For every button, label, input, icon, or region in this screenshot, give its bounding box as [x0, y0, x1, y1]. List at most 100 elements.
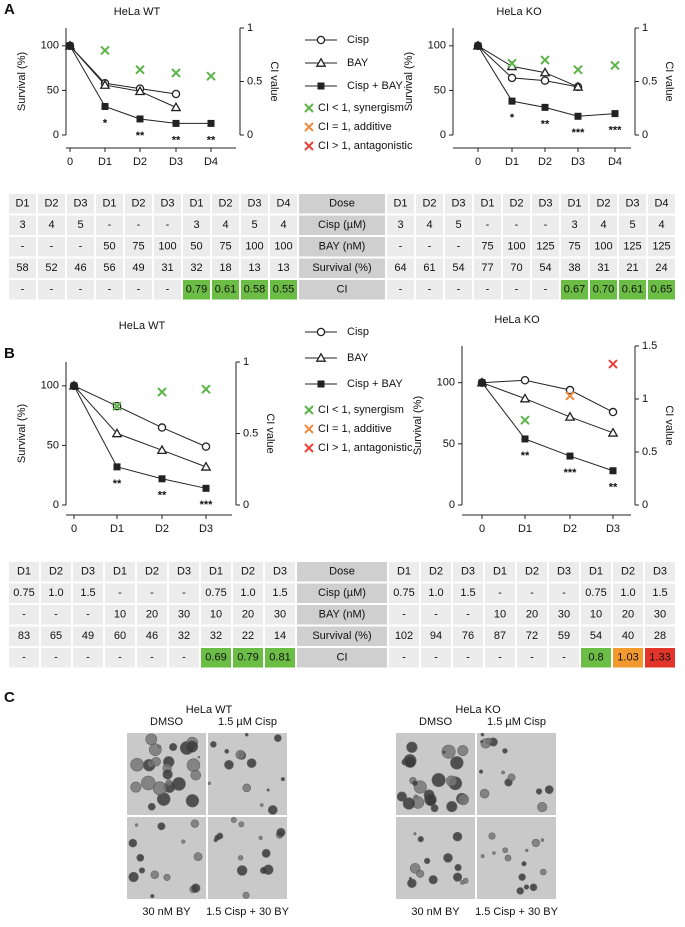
table-cell: [67, 258, 94, 278]
table-cell: [619, 280, 646, 300]
cell-blob: [246, 758, 257, 769]
cell-blob: [172, 777, 186, 791]
table-cell: [590, 258, 617, 278]
cell-blob: [236, 865, 248, 876]
table-cell: [201, 605, 231, 625]
image-label: 1.5 µM Cisp: [218, 716, 277, 728]
table-cell: [67, 215, 94, 235]
table-cell: [613, 605, 643, 625]
table-cell: [517, 583, 547, 603]
ci-legend-label: CI > 1, antagonistic: [318, 442, 413, 454]
table-cell: [154, 237, 181, 257]
series-line: [481, 382, 614, 434]
cell-blob: [407, 878, 417, 888]
x-tick-label: D2: [133, 156, 147, 168]
table-text: D2: [621, 566, 635, 578]
table-cell: [96, 258, 123, 278]
cell-blob: [544, 785, 554, 795]
cell-blob: [165, 779, 173, 786]
significance: **: [541, 118, 550, 130]
table-cell: [125, 215, 152, 235]
x-tick-label: D2: [538, 156, 552, 168]
table-cell: [474, 215, 501, 235]
table-cell: [532, 215, 559, 235]
chart-title: HeLa KO: [494, 314, 540, 326]
table-cell: [549, 583, 579, 603]
table-text: 76: [462, 630, 474, 642]
cell-blob: [224, 759, 234, 770]
table-text: -: [515, 219, 519, 231]
cell-blob: [406, 741, 418, 753]
table-cell: [297, 605, 387, 625]
table-text: D1: [102, 198, 116, 210]
table-cell: [299, 237, 385, 257]
chart-title: HeLa WT: [119, 320, 166, 332]
table-cell: [125, 258, 152, 278]
series-line: [73, 385, 207, 448]
table-cell: [9, 605, 39, 625]
table-cell: [212, 237, 239, 257]
table-cell: [9, 583, 39, 603]
table-cell: [265, 583, 295, 603]
table-text: 59: [558, 630, 570, 642]
y2-tick-label: 0: [243, 499, 249, 511]
significance: **: [113, 478, 122, 490]
series-line: [481, 382, 614, 472]
table-text: 65: [50, 630, 62, 642]
cell-blob: [457, 793, 470, 806]
table-text: Survival (%): [312, 630, 371, 642]
table-text: -: [50, 284, 54, 296]
table-text: 75: [568, 241, 580, 253]
table-cell: [485, 626, 515, 646]
significance: ***: [564, 467, 578, 479]
ci-marker: [540, 55, 550, 65]
table-cell: [561, 280, 588, 300]
cell-blob: [190, 769, 202, 781]
ci-marker: [565, 391, 575, 401]
table-cell: [619, 215, 646, 235]
ci-marker: [206, 71, 216, 81]
table-cell: [445, 258, 472, 278]
table-cell: [645, 605, 675, 625]
significance: **: [136, 130, 145, 142]
cell-blob: [525, 848, 529, 853]
marker: [99, 79, 111, 89]
marker: [202, 484, 210, 492]
table-text: -: [54, 652, 58, 664]
x-tick-label: D3: [571, 156, 585, 168]
table-text: -: [515, 284, 519, 296]
table-cell: [421, 648, 451, 668]
table-text: Dose: [329, 198, 355, 210]
cell-blob: [540, 838, 545, 842]
table-cell: [517, 605, 547, 625]
table-text: D1: [567, 198, 581, 210]
table-text: 60: [114, 630, 126, 642]
table-text: -: [486, 284, 490, 296]
table-text: -: [428, 284, 432, 296]
table-cell: [233, 562, 263, 582]
cell-blob: [224, 748, 230, 754]
marker: [136, 115, 144, 123]
table-text: 38: [568, 262, 580, 274]
table-cell: [73, 648, 103, 668]
table-text: 1.5: [460, 587, 475, 599]
ci-marker: [135, 65, 145, 75]
cell-blob: [454, 863, 462, 872]
table-text: 54: [452, 262, 464, 274]
table-cell: [445, 215, 472, 235]
table-text: 75: [219, 241, 231, 253]
marker: [508, 97, 516, 105]
table-text: 30: [654, 609, 666, 621]
marker: [316, 327, 326, 337]
micrograph: [208, 733, 287, 815]
marker: [207, 119, 215, 127]
y2-tick-label: 0.5: [642, 75, 657, 87]
y-tick-label: 0: [53, 129, 59, 141]
y2-axis-label: CI value: [663, 405, 675, 445]
table-text: -: [530, 587, 534, 599]
table-cell: [549, 648, 579, 668]
table-cell: [549, 605, 579, 625]
y-axis-label: Survival (%): [16, 404, 28, 463]
table-cell: [389, 648, 419, 668]
table-cell: [389, 605, 419, 625]
